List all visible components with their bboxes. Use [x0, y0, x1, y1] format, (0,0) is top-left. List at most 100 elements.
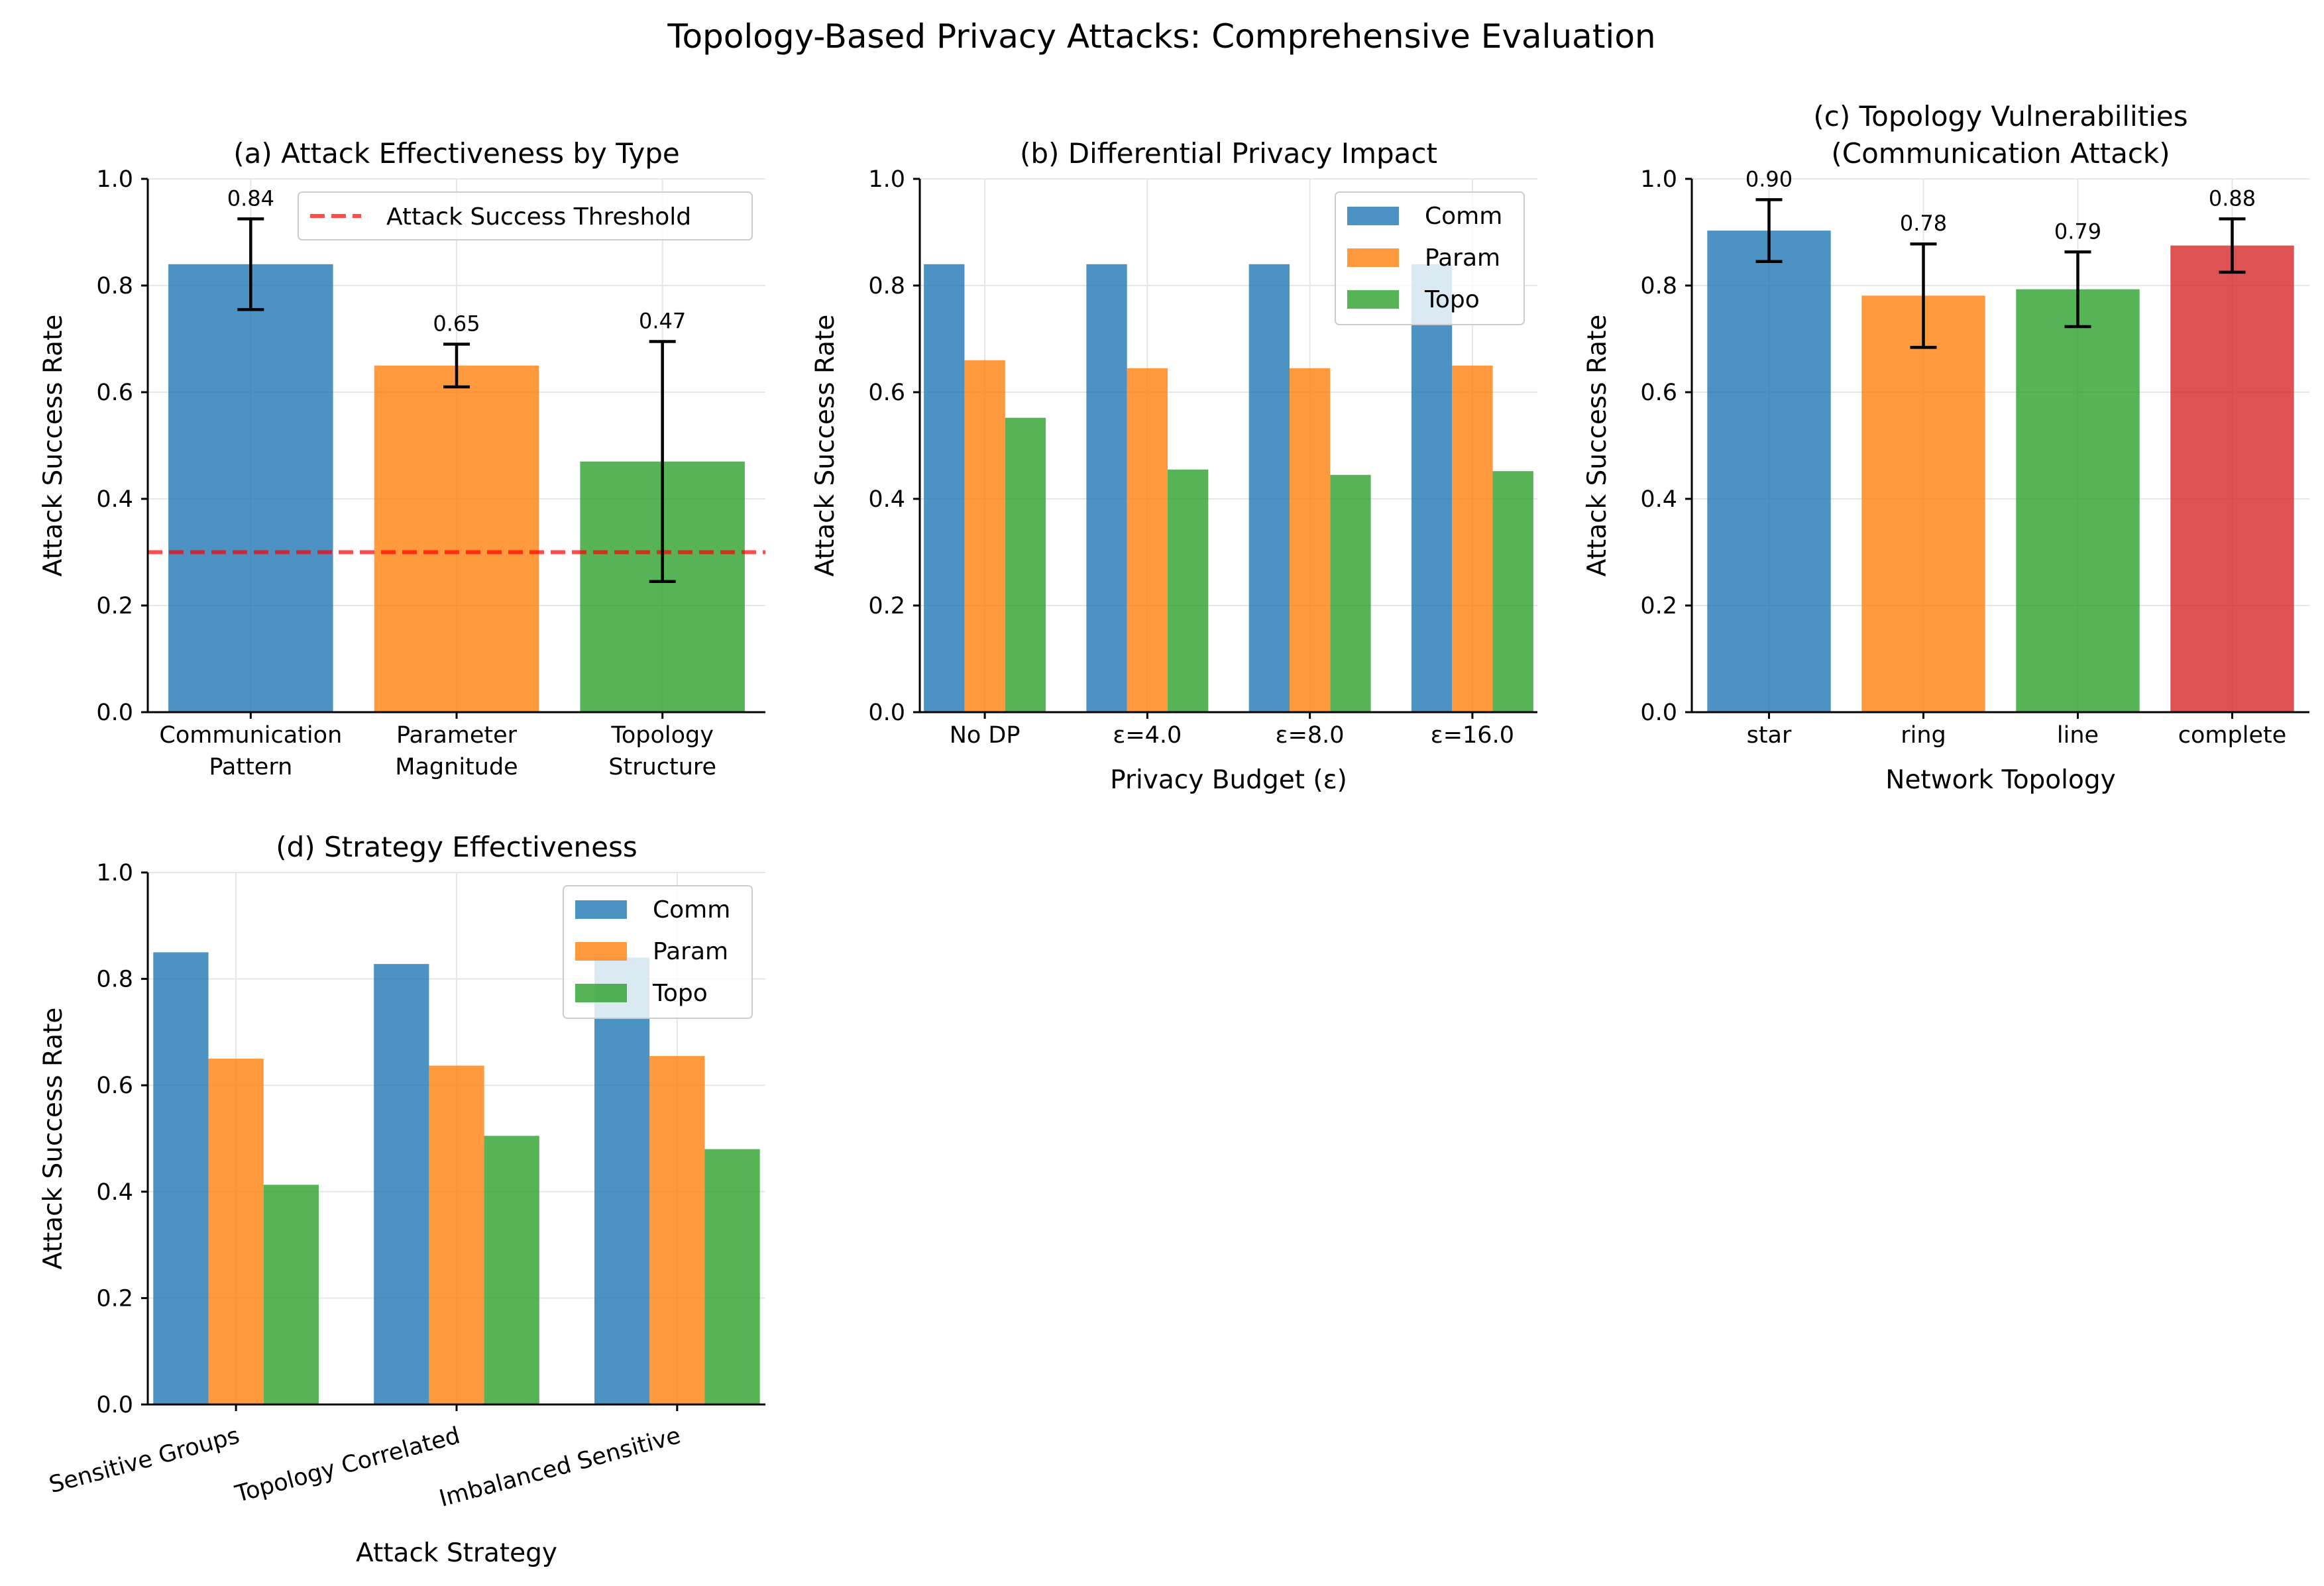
x-tick-label-line: star	[1747, 722, 1792, 749]
legend-label: Comm	[1425, 203, 1502, 230]
bar-comm	[1248, 264, 1290, 712]
bar-param	[964, 360, 1005, 712]
x-tick-label-line: ε=8.0	[1276, 722, 1345, 749]
chart-title-line: (d) Strategy Effectiveness	[276, 831, 637, 863]
bar-topo	[1330, 474, 1371, 712]
bar-param	[429, 1065, 484, 1404]
y-tick-label: 0.0	[96, 1392, 133, 1418]
x-tick-label: ε=4.0	[1113, 722, 1182, 749]
y-axis-label: Attack Success Rate	[1582, 315, 1612, 577]
chart-a: 0.84 0.65 0.47 0.0 0.2 0.4 0.6 0.8 1.0 Communicat…	[38, 137, 765, 780]
y-tick-label: 0.2	[96, 593, 133, 619]
legend-label: Topo	[1424, 286, 1480, 313]
y-tick-label: 0.8	[1640, 273, 1677, 299]
x-tick-label-line: Communication	[159, 722, 342, 749]
bar-param	[1289, 368, 1331, 712]
bar-topo	[1492, 471, 1533, 712]
y-tick-label: 0.4	[1640, 486, 1677, 513]
figure-title: Topology-Based Privacy Attacks: Comprehe…	[667, 17, 1655, 56]
bar-comm	[594, 957, 650, 1404]
y-tick-label: 0.6	[96, 380, 133, 406]
legend-swatch	[575, 942, 627, 961]
y-tick-label: 0.4	[96, 486, 133, 513]
chart-title-line: (Communication Attack)	[1831, 137, 2170, 170]
x-tick-label: ε=16.0	[1431, 722, 1514, 749]
chart-title: (a) Attack Effectiveness by Type	[233, 137, 679, 170]
bar	[2170, 245, 2294, 712]
y-tick-label: 1.0	[1640, 166, 1677, 193]
value-label: 0.84	[227, 185, 274, 211]
x-tick-label-line: Pattern	[209, 754, 292, 780]
legend-label: Param	[1425, 244, 1500, 272]
y-tick-label: 1.0	[96, 166, 133, 193]
x-tick-label-line: Structure	[608, 754, 716, 780]
bar	[1707, 231, 1831, 713]
legend-label: Attack Success Threshold	[386, 203, 691, 231]
y-tick-label: 0.4	[868, 486, 905, 513]
y-tick-label: 0.6	[868, 380, 905, 406]
value-label: 0.47	[639, 309, 686, 334]
value-label: 0.88	[2209, 185, 2256, 211]
x-tick-label: ε=8.0	[1276, 722, 1345, 749]
legend-label: Param	[653, 938, 728, 965]
bar-topo	[1005, 417, 1046, 712]
bar-param	[208, 1059, 264, 1404]
value-label: 0.78	[1900, 211, 1947, 236]
legend-swatch	[1347, 290, 1399, 309]
y-axis-label: Attack Success Rate	[810, 315, 840, 577]
bar-topo	[1168, 469, 1209, 712]
x-tick-label-line: ring	[1901, 722, 1946, 749]
y-tick-label: 1.0	[868, 166, 905, 193]
x-tick-label: No DP	[950, 722, 1021, 749]
y-tick-label: 0.8	[868, 273, 905, 299]
chart-title-line: (b) Differential Privacy Impact	[1020, 137, 1437, 170]
x-tick-label: Topology Structure	[608, 722, 716, 780]
bar-comm	[1411, 264, 1453, 712]
chart-title-line: (c) Topology Vulnerabilities	[1813, 100, 2187, 132]
y-tick-label: 0.0	[96, 700, 133, 726]
x-tick-label-line: Parameter	[396, 722, 518, 749]
legend-box	[298, 191, 753, 240]
bar-topo	[263, 1185, 319, 1404]
bar-topo	[484, 1136, 539, 1404]
bar-comm	[153, 952, 209, 1404]
x-axis-label: Attack Strategy	[356, 1538, 557, 1568]
x-tick-label-line: Topology	[610, 722, 714, 749]
bar-param	[1452, 365, 1493, 712]
x-tick-label-line: line	[2057, 722, 2099, 749]
y-tick-label: 0.0	[868, 700, 905, 726]
subplots: 0.84 0.65 0.47 0.0 0.2 0.4 0.6 0.8 1.0 Communicat…	[38, 100, 2309, 1568]
x-tick-label: complete	[2178, 722, 2286, 749]
y-tick-label: 0.6	[1640, 380, 1677, 406]
chart-b: 0.0 0.2 0.4 0.6 0.8 1.0 No DP ε=4.0 ε=8.0 ε=16.0 (…	[810, 137, 1537, 795]
bar	[374, 365, 539, 712]
legend-swatch	[1347, 207, 1399, 225]
y-tick-label: 0.4	[96, 1179, 133, 1206]
chart-c: 0.90 0.78 0.79 0.88 0.0 0.2 0.4 0.6 0.8 1.0 star ri…	[1582, 100, 2309, 795]
x-tick-label-line: ε=4.0	[1113, 722, 1182, 749]
value-label: 0.79	[2054, 219, 2101, 244]
x-tick-label: ring	[1901, 722, 1946, 749]
x-tick-label-line: ε=16.0	[1431, 722, 1514, 749]
bar-comm	[924, 264, 965, 712]
chart-title: (b) Differential Privacy Impact	[1020, 137, 1437, 170]
x-tick-label: line	[2057, 722, 2099, 749]
legend-label: Comm	[653, 896, 730, 924]
y-tick-label: 0.0	[1640, 700, 1677, 726]
chart-title: (d) Strategy Effectiveness	[276, 831, 637, 863]
legend-swatch	[575, 900, 627, 919]
x-tick-label-line: No DP	[950, 722, 1021, 749]
x-axis-label: Network Topology	[1885, 765, 2115, 795]
bar-topo	[704, 1149, 760, 1404]
bar	[2016, 289, 2140, 712]
legend-swatch	[575, 984, 627, 1002]
x-axis-label: Privacy Budget (ε)	[1110, 765, 1347, 795]
legend-swatch	[1347, 248, 1399, 267]
x-tick-label: Parameter Magnitude	[395, 722, 518, 780]
value-label: 0.65	[433, 311, 480, 337]
bar-comm	[374, 964, 429, 1404]
chart-title: (c) Topology Vulnerabilities (Communicati…	[1813, 100, 2187, 170]
chart-title-line: (a) Attack Effectiveness by Type	[233, 137, 679, 170]
y-tick-label: 0.2	[868, 593, 905, 619]
